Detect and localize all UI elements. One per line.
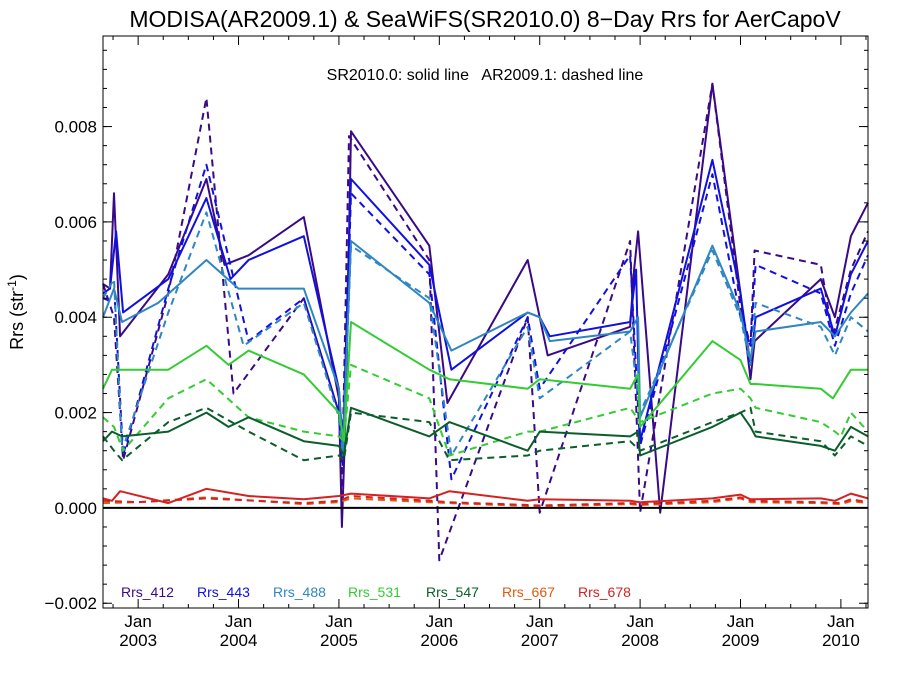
- x-tick-label-month: Jan: [526, 612, 553, 631]
- x-tick-label-year: 2007: [521, 631, 559, 650]
- x-tick-label-month: Jan: [225, 612, 252, 631]
- y-axis-label-text: Rrs (str: [7, 291, 27, 350]
- x-axis: Jan2003Jan2004Jan2005Jan2006Jan2007Jan20…: [112, 36, 867, 650]
- y-axis-label-close: ): [7, 274, 27, 280]
- y-tick-label: 0.000: [54, 499, 97, 518]
- x-tick-label-year: 2010: [822, 631, 860, 650]
- x-tick-label-year: 2006: [420, 631, 458, 650]
- series-layer: [102, 82, 869, 562]
- y-tick-label: 0.008: [54, 118, 97, 137]
- legend: Rrs_412 Rrs_443 Rrs_488 Rrs_531 Rrs_547 Rrs_6…: [121, 584, 631, 600]
- x-tick-label-month: Jan: [325, 612, 352, 631]
- legend-item-rrs-488: Rrs_488: [273, 584, 326, 600]
- x-tick-label-year: 2005: [320, 631, 358, 650]
- series-line-rrs-443-dashed: [102, 163, 869, 481]
- legend-item-rrs-547: Rrs_547: [426, 584, 479, 600]
- y-tick-label: 0.006: [54, 213, 97, 232]
- y-axis-label-superscript: -1: [5, 280, 19, 291]
- y-tick-label: −0.002: [45, 594, 97, 613]
- x-tick-label-month: Jan: [626, 612, 653, 631]
- legend-item-rrs-678: Rrs_678: [578, 584, 631, 600]
- x-tick-label-year: 2004: [220, 631, 258, 650]
- x-tick-label-year: 2008: [621, 631, 659, 650]
- y-axis: −0.002 0.000 0.002 0.004 0.006 0.008: [45, 49, 868, 613]
- series-line-rrs-678-dashed: [102, 495, 869, 507]
- series-line-rrs-488-dashed: [102, 211, 869, 457]
- legend-item-rrs-531: Rrs_531: [348, 584, 401, 600]
- x-tick-label-month: Jan: [124, 612, 151, 631]
- x-tick-label-month: Jan: [426, 612, 453, 631]
- series-line-rrs-412-dashed: [102, 82, 869, 562]
- legend-item-rrs-667: Rrs_667: [502, 584, 555, 600]
- x-tick-label-year: 2003: [119, 631, 157, 650]
- plot-frame: [102, 35, 869, 609]
- line-style-annotation: SR2010.0: solid line AR2009.1: dashed li…: [327, 67, 644, 84]
- chart-title: MODISA(AR2009.1) & SeaWiFS(SR2010.0) 8−D…: [129, 6, 841, 32]
- x-tick-label-year: 2009: [722, 631, 760, 650]
- y-tick-label: 0.004: [54, 308, 97, 327]
- legend-item-rrs-412: Rrs_412: [121, 584, 174, 600]
- series-line-rrs-531-dashed: [102, 363, 869, 457]
- series-line-rrs-531-solid: [102, 321, 868, 443]
- y-axis-label: Rrs (str-1): [5, 274, 27, 350]
- x-tick-label-month: Jan: [727, 612, 754, 631]
- series-line-rrs-488-solid: [102, 240, 869, 452]
- x-tick-label-month: Jan: [827, 612, 854, 631]
- series-line-rrs-547-dashed: [102, 406, 869, 462]
- series-line-rrs-547-solid: [102, 406, 869, 457]
- series-line-rrs-678-solid: [102, 487, 869, 505]
- y-tick-label: 0.002: [54, 404, 97, 423]
- legend-item-rrs-443: Rrs_443: [197, 584, 250, 600]
